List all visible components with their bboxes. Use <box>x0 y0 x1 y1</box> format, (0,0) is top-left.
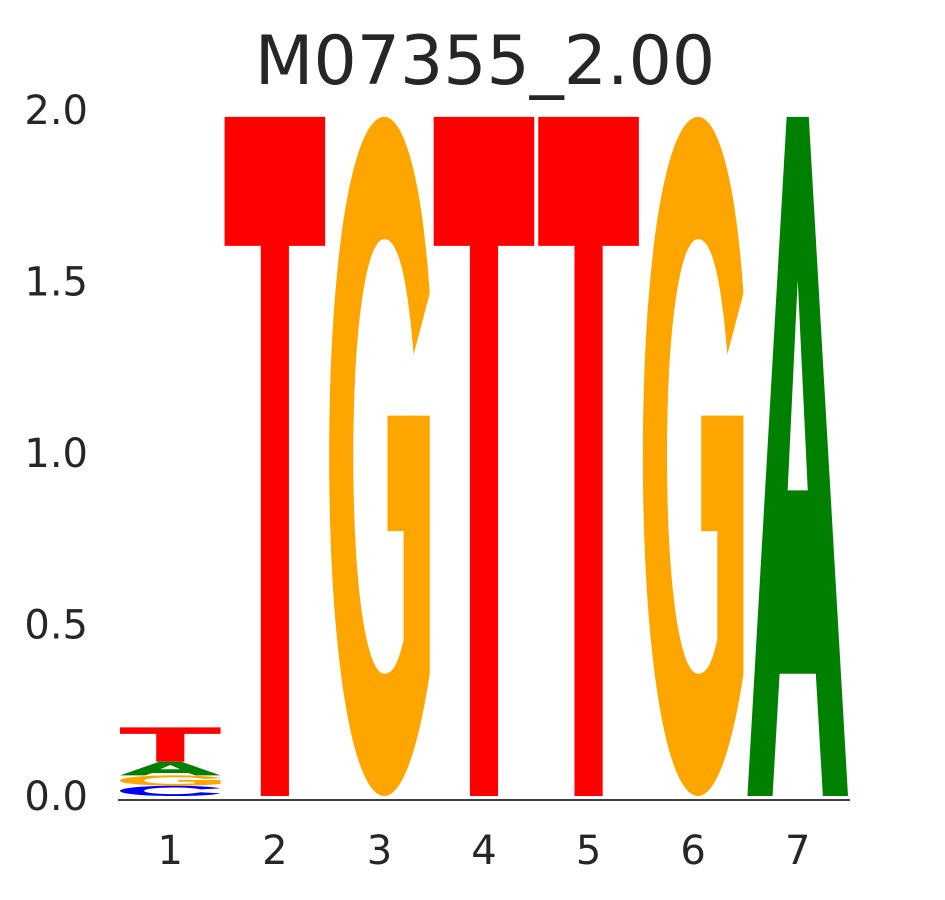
logo-letter-T <box>120 727 221 762</box>
logo-letter-T <box>433 116 535 797</box>
x-tick-label: 1 <box>158 828 183 874</box>
x-tick-label: 6 <box>680 828 705 874</box>
logo-letter-A <box>747 116 848 797</box>
logo-letters <box>120 116 848 797</box>
y-axis: 0.0 0.5 1.0 1.5 2.0 <box>24 88 88 820</box>
y-tick-label: 0.5 <box>24 603 88 649</box>
y-tick-label: 0.0 <box>24 774 88 820</box>
chart-title: M07355_2.00 <box>255 22 715 101</box>
logo-letter-G <box>120 775 221 786</box>
logo-letter-G <box>329 116 430 797</box>
x-tick-label: 3 <box>367 828 392 874</box>
y-tick-label: 2.0 <box>24 88 88 134</box>
x-axis: 1 2 3 4 5 6 7 <box>158 828 811 874</box>
logo-letter-C <box>120 785 221 796</box>
x-tick-label: 2 <box>262 828 287 874</box>
y-tick-label: 1.0 <box>24 431 88 477</box>
logo-letter-T <box>538 116 639 797</box>
x-tick-label: 7 <box>785 828 810 874</box>
x-tick-label: 5 <box>576 828 601 874</box>
x-tick-label: 4 <box>471 828 496 874</box>
logo-letter-G <box>642 116 744 797</box>
logo-letter-T <box>224 116 326 797</box>
y-tick-label: 1.5 <box>24 260 88 306</box>
logo-letter-A <box>120 761 221 776</box>
